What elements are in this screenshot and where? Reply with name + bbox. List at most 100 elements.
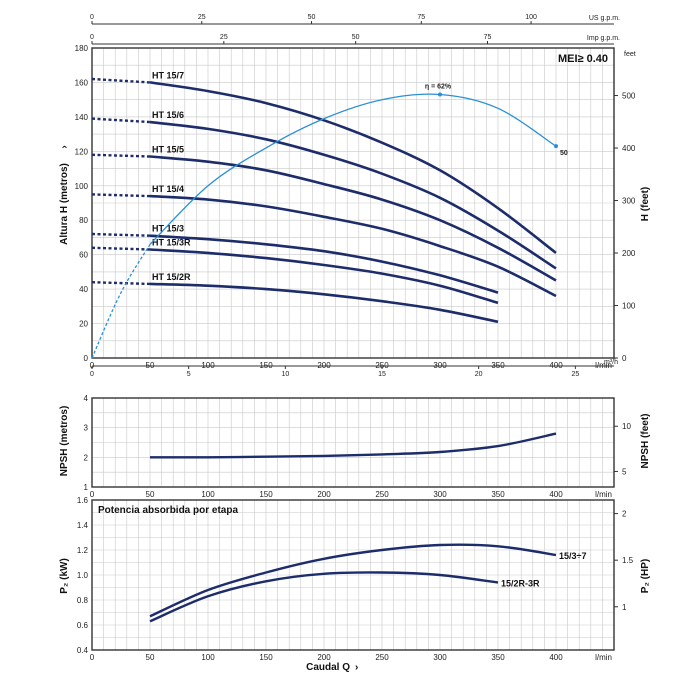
efficiency-end-marker bbox=[554, 144, 558, 149]
top-scale-tick-label: 0 bbox=[90, 34, 94, 41]
head-curve-dashed-ht-15-5 bbox=[91, 153, 151, 158]
x-tick-label: 50 bbox=[146, 490, 155, 499]
x-tick-label: 300 bbox=[433, 653, 447, 662]
top-scale-tick-label: 75 bbox=[417, 14, 425, 21]
npsh-meters-axis-title: NPSH (metros) bbox=[59, 406, 70, 477]
power-label-15-2r-3r: 15/2R-3R bbox=[501, 579, 540, 589]
curve-label-ht-15-4: HT 15/4 bbox=[152, 184, 184, 194]
labels: Altura H (metros) H (feet) MEI≥ 0.40 NPS… bbox=[59, 53, 651, 673]
y2-tick-label: 200 bbox=[622, 249, 636, 258]
x-unit-label: l/min bbox=[595, 490, 612, 499]
x-tick-label: 200 bbox=[317, 490, 331, 499]
head-curve-ht-15-4 bbox=[149, 194, 557, 298]
efficiency-peak-label: η = 62% bbox=[425, 84, 452, 91]
top-scale-tick-label: 25 bbox=[220, 34, 228, 41]
m3h-scale-tick-label: 20 bbox=[475, 371, 483, 378]
y2-tick-label: 2 bbox=[622, 510, 627, 519]
head-curve-dashed-ht-15-7 bbox=[91, 77, 151, 84]
y-tick-label: 0.6 bbox=[77, 621, 89, 630]
m3h-scale-tick-label: 15 bbox=[378, 371, 386, 378]
mei-label: MEI≥ 0.40 bbox=[558, 53, 608, 65]
x-tick-label: 250 bbox=[375, 653, 389, 662]
panel-frame bbox=[91, 47, 615, 359]
head-curve-ht-15-6 bbox=[149, 120, 557, 270]
x-tick-label: 0 bbox=[90, 653, 95, 662]
m3h-scale-tick-label: 10 bbox=[281, 371, 289, 378]
npsh-curve bbox=[149, 432, 557, 459]
head-curve-dashed-ht-15-3 bbox=[91, 232, 151, 237]
x-tick-label: 250 bbox=[375, 490, 389, 499]
efficiency-curve-dashed bbox=[91, 243, 151, 359]
curve-label-ht-15-3: HT 15/3 bbox=[152, 224, 184, 234]
p2-hp-axis-title: P₂ (HP) bbox=[640, 559, 651, 593]
y-tick-label: 1 bbox=[84, 483, 89, 492]
top-scale-tick-label: 50 bbox=[308, 14, 316, 21]
h-axis-arrow: › bbox=[59, 145, 70, 148]
y2-tick-label: 1 bbox=[622, 603, 627, 612]
top-scale-tick-label: 75 bbox=[484, 34, 492, 41]
top-scale-unit: Imp g.p.m. bbox=[587, 35, 620, 42]
head-curve-dashed-ht-15-4 bbox=[91, 193, 151, 198]
y-tick-label: 160 bbox=[75, 78, 89, 87]
y2-tick-label: 500 bbox=[622, 92, 636, 101]
x-tick-label: 200 bbox=[317, 653, 331, 662]
y-tick-label: 60 bbox=[79, 251, 88, 260]
head-curve-ht-15-2r bbox=[149, 282, 499, 324]
y-tick-label: 100 bbox=[75, 182, 89, 191]
efficiency-peak-marker bbox=[438, 92, 442, 97]
power-curve-15-3-7 bbox=[149, 543, 557, 618]
feet-unit-label: feet bbox=[624, 51, 636, 58]
y2-tick-label: 100 bbox=[622, 302, 636, 311]
y2-tick-label: 400 bbox=[622, 144, 636, 153]
y-tick-label: 80 bbox=[79, 216, 88, 225]
y-tick-label: 0.4 bbox=[77, 646, 89, 655]
y2-tick-label: 300 bbox=[622, 197, 636, 206]
y-tick-label: 40 bbox=[79, 285, 88, 294]
x-tick-label: 350 bbox=[491, 653, 505, 662]
curve-label-ht-15-3r: HT 15/3R bbox=[152, 238, 191, 248]
top-scale-tick-label: 100 bbox=[525, 14, 537, 21]
m3h-unit-label: m³/h bbox=[604, 359, 618, 366]
y-tick-label: 4 bbox=[84, 394, 89, 403]
panel-frame bbox=[91, 397, 615, 488]
x-unit-label: l/min bbox=[595, 653, 612, 662]
head-curve-dashed-ht-15-3r bbox=[91, 246, 151, 251]
top-scale-tick-label: 25 bbox=[198, 14, 206, 21]
head-curve-ht-15-3 bbox=[149, 234, 499, 294]
y-tick-label: 1.4 bbox=[77, 521, 89, 530]
head-curve-dashed-ht-15-6 bbox=[91, 117, 151, 124]
head-curve-ht-15-3r bbox=[149, 248, 499, 305]
x-tick-label: 150 bbox=[259, 653, 273, 662]
y-tick-label: 120 bbox=[75, 147, 89, 156]
m3h-scale-tick-label: 0 bbox=[90, 371, 94, 378]
y-tick-label: 180 bbox=[75, 44, 89, 53]
h-meters-axis-title: Altura H (metros) bbox=[59, 163, 70, 245]
power-label-15-3-7: 15/3÷7 bbox=[559, 551, 586, 561]
y-tick-label: 1.6 bbox=[77, 496, 89, 505]
y-tick-label: 1.2 bbox=[77, 546, 89, 555]
frames bbox=[91, 47, 615, 651]
y2-tick-label: 10 bbox=[622, 422, 631, 431]
x-tick-label: 350 bbox=[491, 490, 505, 499]
h-feet-axis-title: H (feet) bbox=[640, 187, 651, 221]
x-tick-label: 100 bbox=[201, 490, 215, 499]
y2-tick-label: 5 bbox=[622, 467, 627, 476]
y-tick-label: 140 bbox=[75, 113, 89, 122]
x-tick-label: 400 bbox=[549, 653, 563, 662]
curve-label-ht-15-6: HT 15/6 bbox=[152, 110, 184, 120]
head-curve-ht-15-7 bbox=[149, 81, 557, 254]
top-scale-tick-label: 50 bbox=[352, 34, 360, 41]
x-tick-label: 0 bbox=[90, 490, 95, 499]
panel-frame bbox=[91, 499, 615, 651]
y-tick-label: 3 bbox=[84, 424, 89, 433]
y-tick-label: 20 bbox=[79, 320, 88, 329]
x-tick-label: 300 bbox=[433, 490, 447, 499]
curve-label-ht-15-5: HT 15/5 bbox=[152, 145, 184, 155]
curves: HT 15/7 HT 15/6 HT 15/5 HT 15/4 HT 15/3 HT 15… bbox=[91, 70, 586, 623]
y-tick-label: 2 bbox=[84, 453, 89, 462]
power-curve-15-2r-3r bbox=[149, 571, 499, 623]
efficiency-end-label: 50 bbox=[560, 150, 568, 157]
x-tick-label: 50 bbox=[146, 653, 155, 662]
head-curve-ht-15-5 bbox=[149, 155, 557, 282]
